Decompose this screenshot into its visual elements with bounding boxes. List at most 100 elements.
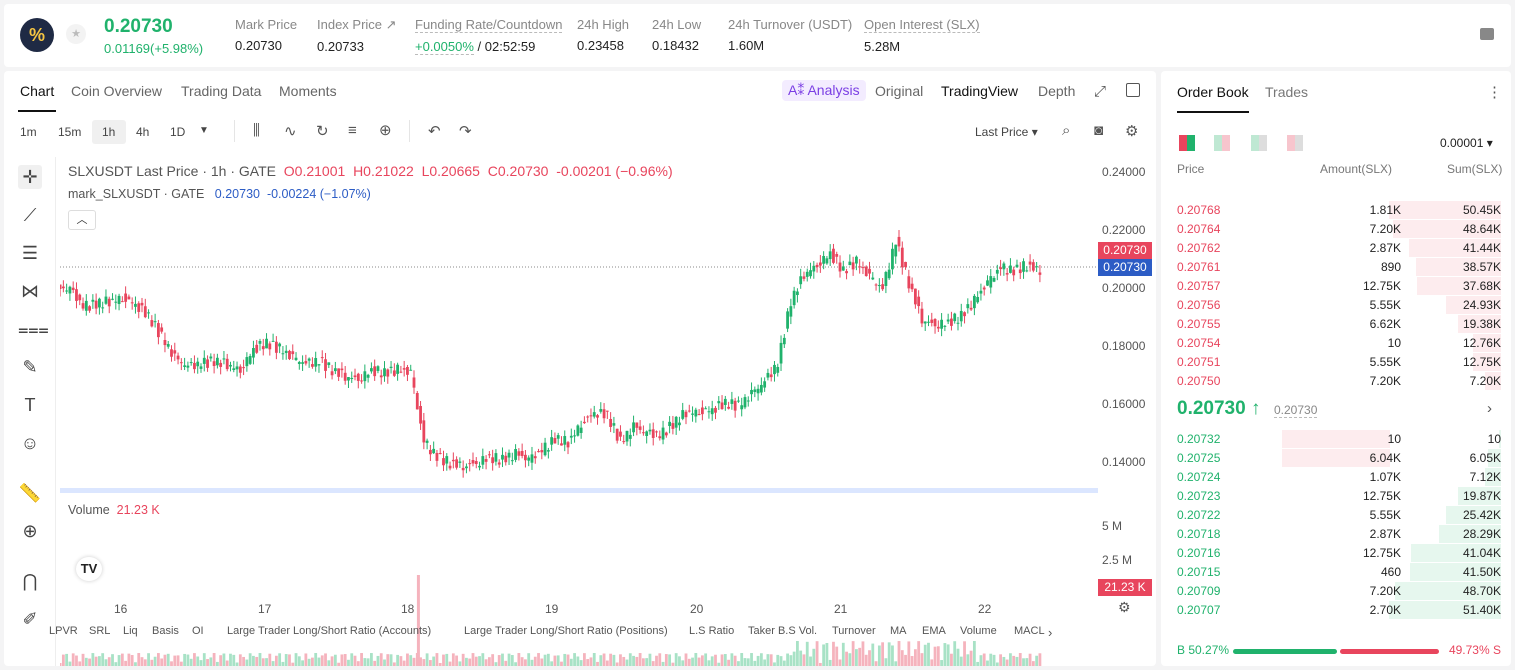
tab-trading-data[interactable]: Trading Data [181, 83, 262, 99]
bid-row[interactable]: 0.20723 12.75K 19.87K [1161, 486, 1511, 505]
magnet-icon[interactable]: ⋂ [22, 571, 38, 591]
indicator-taker-vol[interactable]: Taker B.S Vol. [748, 625, 818, 637]
view-bids-only-icon[interactable] [1251, 135, 1267, 151]
interval-4h[interactable]: 4h [136, 125, 150, 139]
search-icon[interactable]: ⌕ [1062, 122, 1071, 139]
view-asks-only-icon[interactable] [1287, 135, 1303, 151]
view-bids-icon[interactable] [1214, 135, 1230, 151]
tab-trades[interactable]: Trades [1265, 84, 1309, 100]
ask-row[interactable]: 0.20750 7.20K 7.20K [1161, 371, 1511, 390]
add-indicator-icon[interactable]: ⊕ [379, 122, 392, 139]
ask-row[interactable]: 0.20762 2.87K 41.44K [1161, 238, 1511, 257]
indicator-srl[interactable]: SRL [89, 625, 111, 637]
zoom-icon[interactable]: ⊕ [22, 521, 38, 541]
ask-row[interactable]: 0.20768 1.81K 50.45K [1161, 200, 1511, 219]
indicator-oi[interactable]: OI [192, 625, 204, 637]
volume-bar [900, 650, 904, 666]
interval-15m[interactable]: 15m [58, 125, 82, 139]
pattern-icon[interactable]: ⋈ [21, 281, 39, 301]
emoji-icon[interactable]: ☺ [20, 433, 40, 453]
ai-analysis-button[interactable]: A⁑ Analysis [782, 80, 866, 101]
indicators-next-icon[interactable]: › [1048, 625, 1053, 640]
trend-line-icon[interactable]: ⟋ [23, 205, 37, 225]
ask-row[interactable]: 0.20751 5.55K 12.75K [1161, 352, 1511, 371]
interval-1m[interactable]: 1m [20, 125, 37, 139]
replay-icon[interactable]: ↻ [316, 123, 329, 140]
interval-1h[interactable]: 1h [102, 125, 116, 139]
indicator-ls-positions[interactable]: Large Trader Long/Short Ratio (Positions… [464, 625, 668, 637]
volume-bar [979, 655, 983, 666]
text-tool-icon[interactable]: T [24, 395, 36, 415]
bid-row[interactable]: 0.20732 10 10 [1161, 429, 1511, 448]
window-icon[interactable] [1126, 83, 1140, 97]
ask-row[interactable]: 0.20755 6.62K 19.38K [1161, 314, 1511, 333]
brush-icon[interactable]: ✎ [22, 357, 38, 377]
price-chart[interactable] [60, 157, 1098, 666]
expand-icon[interactable]: ⤢ [1094, 83, 1107, 100]
camera-icon[interactable]: ◙ [1094, 122, 1104, 139]
indicator-basis[interactable]: Basis [152, 625, 179, 637]
volume-bar [189, 658, 193, 666]
ask-row[interactable]: 0.20757 12.75K 37.68K [1161, 276, 1511, 295]
view-tradingview[interactable]: TradingView [941, 83, 1019, 99]
price-type-select[interactable]: Last Price ▾ [975, 125, 1038, 139]
indicator-volume[interactable]: Volume [960, 625, 997, 637]
bid-row[interactable]: 0.20725 6.04K 6.05K [1161, 448, 1511, 467]
bid-row[interactable]: 0.20715 460 41.50K [1161, 562, 1511, 581]
tab-chart[interactable]: Chart [20, 83, 55, 99]
more-menu-icon[interactable]: ⋮ [1487, 84, 1502, 101]
candle-body [288, 350, 291, 360]
volume-bar [324, 653, 327, 666]
candle-body [258, 340, 262, 344]
lock-drawing-icon[interactable]: ✐ [22, 609, 38, 629]
crosshair-icon[interactable]: ✛ [18, 165, 42, 189]
ask-row[interactable]: 0.20756 5.55K 24.93K [1161, 295, 1511, 314]
interval-dropdown-icon[interactable]: ▼ [199, 125, 209, 136]
depth-bar [1458, 487, 1501, 505]
tab-moments[interactable]: Moments [279, 83, 337, 99]
indicator-ls-ratio[interactable]: L.S Ratio [689, 625, 735, 637]
ruler-icon[interactable]: 📏 [18, 483, 42, 503]
chevron-right-icon[interactable]: › [1487, 400, 1492, 417]
indicators-icon[interactable]: ∿ [284, 123, 297, 140]
index-price-stat[interactable]: Index Price ↗ 0.20733 [317, 17, 397, 54]
bid-row[interactable]: 0.20716 12.75K 41.04K [1161, 543, 1511, 562]
bid-row[interactable]: 0.20722 5.55K 25.42K [1161, 505, 1511, 524]
indicator-ls-accounts[interactable]: Large Trader Long/Short Ratio (Accounts) [227, 625, 432, 637]
bid-row[interactable]: 0.20724 1.07K 7.12K [1161, 467, 1511, 486]
bid-row[interactable]: 0.20718 2.87K 28.29K [1161, 524, 1511, 543]
settings-gear-icon[interactable]: ⚙ [1125, 123, 1139, 140]
ask-row[interactable]: 0.20764 7.20K 48.64K [1161, 219, 1511, 238]
indicator-ma[interactable]: MA [890, 625, 907, 637]
indicator-turnover[interactable]: Turnover [832, 625, 876, 637]
undo-icon[interactable]: ↶ [428, 123, 441, 140]
indicator-liq[interactable]: Liq [123, 625, 138, 637]
view-depth[interactable]: Depth [1038, 83, 1076, 99]
redo-icon[interactable]: ↷ [459, 123, 472, 140]
indicator-lpvr[interactable]: LPVR [49, 625, 78, 637]
templates-icon[interactable]: ≡ [348, 122, 357, 139]
axis-settings-icon[interactable]: ⚙ [1118, 599, 1131, 615]
interval-1d[interactable]: 1D [170, 125, 186, 139]
col-amount: Amount(SLX) [1320, 162, 1393, 176]
candle-body [678, 422, 681, 426]
favorite-star-icon[interactable]: ★ [66, 24, 86, 44]
ask-row[interactable]: 0.20754 10 12.76K [1161, 333, 1511, 352]
bid-row[interactable]: 0.20709 7.20K 48.70K [1161, 581, 1511, 600]
tab-order-book[interactable]: Order Book [1177, 84, 1249, 100]
indicator-ema[interactable]: EMA [922, 625, 946, 637]
collapse-legend-button[interactable]: ︿ [68, 210, 96, 230]
precision-select[interactable]: 0.00001 ▾ [1440, 136, 1493, 150]
view-original[interactable]: Original [875, 83, 924, 99]
candle-type-icon[interactable]: ⫼ [253, 122, 260, 139]
funding-rate-stat[interactable]: Funding Rate/Countdown +0.0050% / 02:52:5… [415, 17, 563, 55]
fib-icon[interactable]: ⩶ [18, 319, 49, 339]
horizontal-lines-icon[interactable]: ☰ [21, 243, 39, 263]
view-both-icon[interactable] [1179, 135, 1195, 151]
indicator-macd[interactable]: MACL [1014, 625, 1045, 637]
tab-coin-overview[interactable]: Coin Overview [71, 83, 163, 99]
ask-row[interactable]: 0.20761 890 38.57K [1161, 257, 1511, 276]
bid-row[interactable]: 0.20707 2.70K 51.40K [1161, 600, 1511, 619]
volume-bar [782, 660, 786, 666]
book-icon[interactable] [1480, 28, 1494, 40]
